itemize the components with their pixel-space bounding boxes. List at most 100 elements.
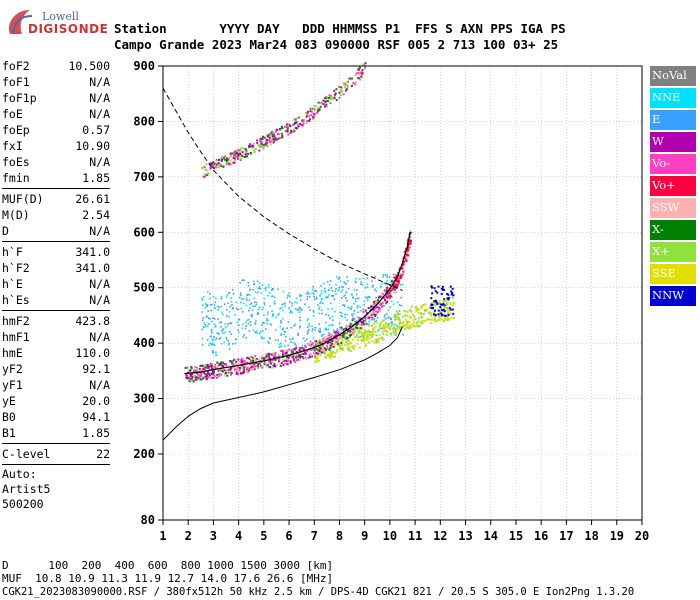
- echo-point-nnw: [439, 306, 442, 309]
- echo-point-e: [312, 337, 315, 339]
- x-tick-label: 4: [235, 529, 242, 543]
- echo-point-e: [214, 325, 217, 327]
- echo-point-e: [321, 334, 323, 337]
- echo-point-multihop: [239, 154, 242, 157]
- echo-point-f2: [325, 339, 328, 342]
- echo-point-e: [255, 320, 257, 322]
- echo-point-sse: [412, 318, 415, 321]
- echo-point-e: [260, 336, 263, 338]
- echo-point-e: [330, 287, 333, 289]
- echo-point-e: [304, 340, 306, 342]
- echo-point-f2: [264, 356, 267, 359]
- echo-point-f2: [389, 293, 392, 296]
- echo-point-e: [299, 309, 302, 312]
- echo-point-multihop: [284, 125, 287, 128]
- echo-point-f2: [313, 355, 316, 358]
- echo-point-nnw: [444, 314, 447, 317]
- echo-point-multihop: [312, 117, 315, 120]
- echo-point-multihop: [297, 123, 300, 126]
- echo-point-f2: [292, 359, 295, 362]
- echo-point-e: [277, 339, 279, 342]
- param-row: yE 20.0: [2, 393, 110, 409]
- echo-point-f2: [348, 325, 351, 328]
- echo-point-e: [384, 283, 387, 286]
- echo-point-multihop: [323, 97, 326, 100]
- echo-point-e: [328, 283, 331, 286]
- echo-point-sse: [407, 320, 410, 323]
- echo-point-multihop: [239, 159, 242, 162]
- echo-point-f2: [353, 317, 356, 320]
- echo-point-f2: [272, 361, 275, 364]
- echo-point-multihop: [334, 93, 337, 96]
- echo-point-e: [213, 344, 216, 346]
- param-name: foEs: [2, 155, 30, 169]
- echo-point-e: [318, 323, 321, 325]
- echo-point-e: [211, 351, 214, 353]
- echo-point-e: [390, 321, 392, 324]
- y-tick-label: 300: [133, 392, 155, 406]
- echo-point-e: [240, 294, 242, 296]
- echo-point-multihop: [217, 162, 220, 165]
- echo-point-e: [353, 313, 355, 315]
- echo-point-f2: [376, 299, 379, 302]
- echo-point-e: [350, 293, 353, 296]
- echo-point-e: [319, 329, 322, 332]
- echo-point-f2: [289, 360, 292, 363]
- echo-point-multihop: [260, 145, 263, 148]
- echo-point-sse: [377, 340, 380, 343]
- echo-point-e: [260, 330, 262, 333]
- echo-point-e: [363, 300, 366, 303]
- echo-point-e: [201, 297, 203, 300]
- echo-point-f2: [272, 354, 275, 357]
- echo-point-f2: [203, 371, 206, 374]
- echo-point-multihop: [241, 155, 244, 158]
- echo-point-sse: [343, 335, 346, 338]
- echo-point-multihop: [315, 112, 318, 115]
- echo-point-e: [319, 327, 321, 330]
- echo-point-f2: [219, 368, 222, 371]
- echo-point-e: [264, 287, 267, 290]
- echo-point-multihop: [237, 150, 240, 153]
- echo-point-f2: [197, 373, 200, 376]
- echo-point-sse: [418, 325, 421, 328]
- param-value: 341.0: [75, 261, 110, 275]
- echo-point-e: [251, 309, 254, 311]
- echo-point-f2: [241, 360, 244, 363]
- echo-point-sse: [333, 355, 336, 358]
- echo-point-f2: [241, 357, 244, 360]
- echo-point-multihop: [227, 162, 230, 165]
- echo-point-f2: [358, 316, 361, 319]
- echo-point-multihop: [335, 88, 338, 91]
- echo-point-multihop: [230, 153, 233, 156]
- echo-point-f2: [408, 246, 411, 249]
- echo-point-f2: [290, 350, 293, 353]
- echo-point-f2: [215, 376, 218, 379]
- echo-point-e: [348, 307, 351, 310]
- echo-point-multihop: [258, 146, 261, 149]
- echo-point-e: [396, 301, 399, 304]
- echo-point-e: [387, 309, 390, 312]
- echo-point-e: [311, 329, 314, 332]
- echo-point-sse: [404, 324, 407, 327]
- echo-point-f2: [198, 374, 201, 377]
- echo-point-sse: [329, 357, 332, 360]
- param-value: 341.0: [75, 245, 110, 259]
- echo-point-e: [231, 288, 234, 291]
- echo-point-f2: [342, 336, 345, 339]
- echo-point-sse: [415, 321, 418, 324]
- echo-point-f2: [237, 358, 240, 361]
- echo-point-multihop: [301, 124, 304, 127]
- echo-point-multihop: [232, 157, 235, 160]
- echo-point-multihop: [301, 119, 304, 122]
- echo-point-e: [329, 317, 331, 320]
- grid-layer: [163, 66, 642, 520]
- legend-item-x-plus: X+: [650, 242, 696, 262]
- echo-point-multihop: [248, 145, 251, 148]
- echo-point-f2: [223, 374, 226, 377]
- echo-point-sse: [368, 324, 371, 327]
- echo-point-nnw: [432, 306, 435, 309]
- echo-point-e: [353, 303, 355, 305]
- echo-point-e: [270, 324, 272, 326]
- echo-point-nnw: [452, 294, 455, 297]
